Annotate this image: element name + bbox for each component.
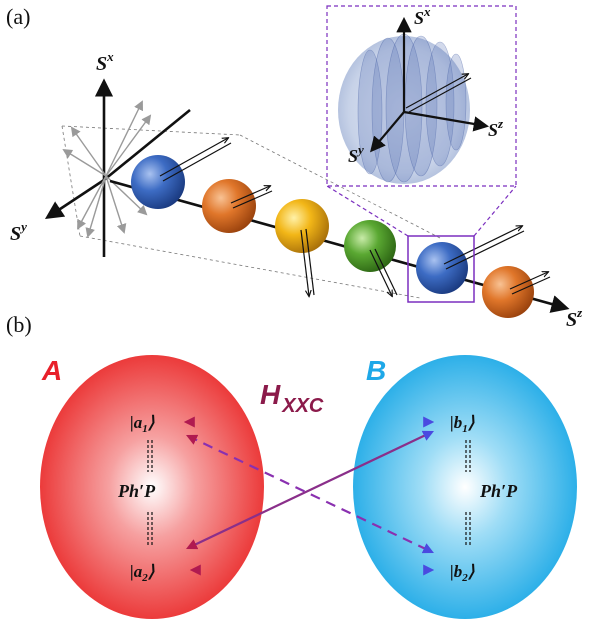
dotted-connectors	[147, 440, 471, 546]
spin-3	[275, 199, 329, 253]
spin-1	[131, 155, 185, 209]
axis-label-main-y: Sy	[10, 219, 27, 245]
precession-arrows	[62, 100, 152, 238]
php-right-label: Ph′P	[479, 481, 518, 501]
axis-label-chain-z: Sz	[566, 305, 583, 331]
axis-label-inset-y: Sy	[348, 142, 364, 166]
spin-6	[482, 266, 534, 318]
axis-label-inset-x: Sx	[414, 4, 431, 28]
spin-2	[202, 179, 256, 233]
axis-label-main-x: Sx	[96, 49, 114, 75]
inset-connector-left	[326, 185, 409, 237]
ket-b2: |b2⟩	[450, 562, 475, 584]
highlight-box	[407, 235, 475, 303]
coupling-arrows	[183, 416, 435, 576]
main-axes	[44, 78, 191, 257]
group-b-label: B	[366, 355, 386, 386]
spin-4	[344, 220, 396, 272]
panel-b: A B H XXC |a1⟩ |a2⟩ |b1⟩ |b2⟩ Ph′P Ph′P	[40, 355, 577, 619]
inset-connector-right	[473, 185, 517, 237]
panel-a-label: (a)	[6, 4, 31, 29]
spin-arrows	[159, 138, 551, 296]
spin-chain	[131, 155, 534, 318]
ket-b1: |b1⟩	[450, 413, 475, 435]
spin-5	[416, 242, 468, 294]
panel-a: Sx Sy Sz Sx Sy Sz	[10, 4, 583, 331]
inset-axes	[370, 16, 490, 153]
ket-a1: |a1⟩	[130, 413, 155, 435]
projection-lines	[61, 125, 441, 299]
axis-label-inset-z: Sz	[488, 116, 504, 140]
php-left-label: Ph′P	[117, 481, 156, 501]
coupling-label: H XXC	[260, 379, 324, 417]
ket-a2: |a2⟩	[130, 562, 155, 584]
arrow-a1-b2	[186, 434, 434, 554]
panel-b-label: (b)	[6, 312, 32, 337]
inset-frame	[326, 5, 517, 187]
group-a-label: A	[41, 355, 62, 386]
